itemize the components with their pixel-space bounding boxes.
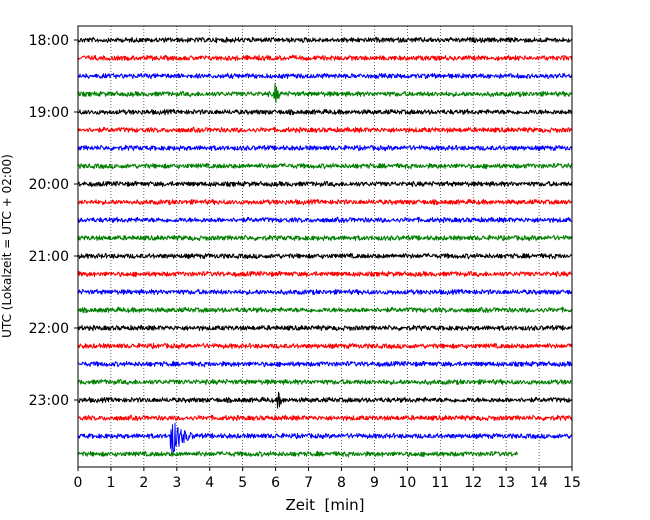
x-tick-label: 3 xyxy=(172,475,181,491)
seismic-trace-2330 xyxy=(77,422,573,453)
seismic-trace-2230 xyxy=(77,360,572,368)
y-tick-label: 23:00 xyxy=(29,393,69,409)
seismic-trace-2130 xyxy=(77,288,573,296)
x-tick-label: 2 xyxy=(139,475,148,491)
x-tick-label: 8 xyxy=(337,475,346,491)
seismic-trace-2145 xyxy=(77,306,573,314)
y-tick-label: 18:00 xyxy=(29,33,69,49)
x-axis-label: Zeit [min] xyxy=(285,496,364,514)
y-axis-label: UTC (Lokalzeit = UTC + 02:00) xyxy=(0,154,14,338)
x-tick-label: 10 xyxy=(398,475,416,491)
seismic-trace-1900 xyxy=(77,108,573,116)
x-tick-label: 4 xyxy=(205,475,214,491)
y-tick-label: 22:00 xyxy=(29,321,69,337)
x-tick-label: 14 xyxy=(530,475,548,491)
seismic-trace-1945 xyxy=(77,162,573,170)
y-tick-label: 20:00 xyxy=(29,177,69,193)
y-axis: 18:00 19:00 20:00 21:00 22:00 23:00 xyxy=(29,33,78,409)
seismic-trace-1800 xyxy=(77,36,573,44)
seismic-trace-2000 xyxy=(77,180,573,188)
seismic-trace-1845 xyxy=(77,83,573,104)
x-tick-label: 1 xyxy=(106,475,115,491)
x-tick-label: 6 xyxy=(271,475,280,491)
seismic-trace-1915 xyxy=(77,126,573,134)
seismic-trace-2215 xyxy=(77,342,573,350)
x-tick-label: 9 xyxy=(370,475,379,491)
seismic-trace-2100 xyxy=(77,252,573,260)
x-tick-label: 7 xyxy=(304,475,313,491)
x-tick-label: 15 xyxy=(563,475,581,491)
seismic-trace-2045 xyxy=(77,234,573,242)
seismic-trace-2030 xyxy=(77,216,573,224)
seismic-trace-2015 xyxy=(77,198,573,206)
x-tick-label: 5 xyxy=(238,475,247,491)
seismic-trace-2245 xyxy=(77,378,573,386)
seismic-trace-1830 xyxy=(77,72,573,80)
plot-frame xyxy=(77,25,573,468)
seismic-trace-1930 xyxy=(77,144,573,152)
y-tick-label: 21:00 xyxy=(29,249,69,265)
y-tick-label: 19:00 xyxy=(29,105,69,121)
x-axis: 0 1 2 3 4 5 6 7 8 9 10 11 12 13 14 15 xyxy=(74,467,581,491)
seismic-trace-2345 xyxy=(77,450,518,458)
seismic-trace-2300 xyxy=(77,391,573,409)
seismic-trace-2115 xyxy=(77,270,573,278)
x-tick-label: 12 xyxy=(464,475,482,491)
seismic-trace-2200 xyxy=(77,324,573,332)
seismic-trace-2315 xyxy=(77,414,573,422)
trace-group xyxy=(77,36,573,458)
seismic-trace-1815 xyxy=(77,54,573,62)
x-tick-label: 13 xyxy=(497,475,515,491)
x-tick-label: 0 xyxy=(74,475,83,491)
x-tick-label: 11 xyxy=(431,475,449,491)
